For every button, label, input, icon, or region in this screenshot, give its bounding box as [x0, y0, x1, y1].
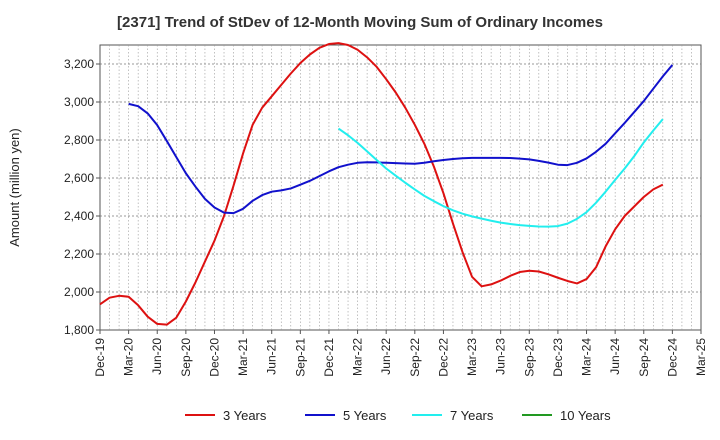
x-tick-label: Jun-23 — [494, 338, 508, 375]
x-tick-label: Mar-25 — [694, 338, 708, 376]
x-tick-label: Dec-20 — [207, 338, 221, 377]
x-tick-label: Mar-21 — [236, 338, 250, 376]
y-tick-label: 2,000 — [64, 285, 94, 299]
series-line-3-years — [99, 42, 664, 326]
y-axis-ticks: 1,800 2,000 2,200 2,400 2,600 2,800 3,000 3,200 — [64, 57, 100, 337]
series-line-5-years — [128, 64, 674, 215]
chart-title: [2371] Trend of StDev of 12-Month Moving… — [117, 14, 603, 31]
y-tick-label: 3,000 — [64, 95, 94, 109]
x-tick-label: Dec-19 — [93, 338, 107, 377]
y-tick-label: 2,600 — [64, 171, 94, 185]
x-tick-label: Jun-22 — [379, 338, 393, 375]
legend-label: 5 Years — [343, 408, 387, 423]
legend-label: 3 Years — [223, 408, 267, 423]
x-tick-label: Jun-24 — [608, 338, 622, 375]
y-tick-label: 3,200 — [64, 57, 94, 71]
y-tick-label: 2,400 — [64, 209, 94, 223]
legend-item: 3 Years — [185, 408, 267, 423]
x-tick-label: Mar-20 — [122, 338, 136, 376]
y-tick-label: 2,200 — [64, 247, 94, 261]
x-tick-label: Mar-23 — [465, 338, 479, 376]
plot-area — [99, 44, 702, 331]
legend-item: 5 Years — [305, 408, 387, 423]
legend-item: 7 Years — [412, 408, 494, 423]
legend: 3 Years 5 Years 7 Years 10 Years — [185, 408, 611, 423]
x-tick-label: Sep-24 — [637, 338, 651, 377]
x-axis-ticks: Dec-19 Mar-20 Jun-20 Sep-20 Dec-20 Mar-21 Jun-… — [93, 330, 708, 377]
x-tick-label: Sep-22 — [408, 338, 422, 377]
x-tick-label: Jun-20 — [150, 338, 164, 375]
x-tick-label: Sep-21 — [293, 338, 307, 377]
x-tick-label: Sep-20 — [179, 338, 193, 377]
x-tick-label: Dec-22 — [436, 338, 450, 377]
legend-label: 7 Years — [450, 408, 494, 423]
x-tick-label: Dec-23 — [551, 338, 565, 377]
x-tick-label: Dec-21 — [322, 338, 336, 377]
y-tick-label: 2,800 — [64, 133, 94, 147]
y-axis-title: Amount (million yen) — [7, 128, 22, 247]
series-line-7-years — [337, 118, 664, 228]
x-tick-label: Jun-21 — [265, 338, 279, 375]
x-tick-label: Sep-23 — [522, 338, 536, 377]
x-tick-label: Mar-24 — [580, 338, 594, 376]
x-tick-label: Mar-22 — [351, 338, 365, 376]
series-lines — [99, 42, 674, 326]
legend-item: 10 Years — [522, 408, 611, 423]
x-tick-label: Dec-24 — [665, 338, 679, 377]
y-tick-label: 1,800 — [64, 323, 94, 337]
legend-label: 10 Years — [560, 408, 611, 423]
